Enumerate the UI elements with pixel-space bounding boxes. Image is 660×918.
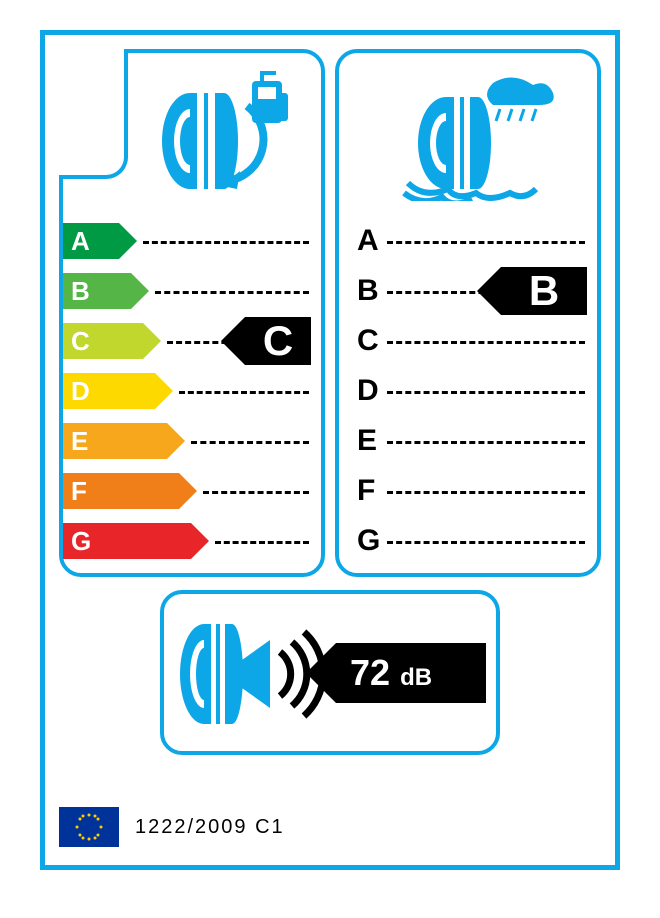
panel-cutout <box>59 49 128 179</box>
fuel-grade-row-g: G <box>63 523 321 559</box>
fuel-grade-letter: C <box>71 323 90 359</box>
fuel-grade-row-e: E <box>63 423 321 459</box>
fuel-grade-letter: D <box>71 373 90 409</box>
wet-grade-letter: B <box>357 274 379 307</box>
wet-header <box>339 53 597 218</box>
fuel-grade-row-f: F <box>63 473 321 509</box>
fuel-rating-marker: C <box>245 317 311 365</box>
tyre-rain-icon <box>378 71 558 201</box>
fuel-efficiency-panel: ABCDEFGC <box>59 49 325 577</box>
fuel-grade-letter: E <box>71 423 88 459</box>
tyre-fuel-icon <box>152 71 302 201</box>
wet-grade-row-a: A <box>357 223 585 259</box>
fuel-rating-letter: C <box>245 317 311 365</box>
wet-grade-letter: C <box>357 324 379 357</box>
noise-unit: dB <box>400 664 432 691</box>
wet-grade-letter: E <box>357 424 377 457</box>
wet-grade-row-c: C <box>357 323 585 359</box>
fuel-grade-letter: F <box>71 473 87 509</box>
fuel-grade-row-b: B <box>63 273 321 309</box>
regulation-text: 1222/2009 C1 <box>135 816 285 839</box>
fuel-header <box>128 53 325 218</box>
label-outer-frame: ABCDEFGC ABCDEFGB <box>40 30 620 870</box>
wet-rating-letter: B <box>501 267 587 315</box>
wet-rating-marker: B <box>501 267 587 315</box>
fuel-grade-row-a: A <box>63 223 321 259</box>
noise-panel: 72 dB <box>160 590 500 755</box>
noise-value: 72 <box>350 652 390 693</box>
wet-grade-letter: G <box>357 524 380 557</box>
wet-grade-letter: D <box>357 374 379 407</box>
wet-grade-row-d: D <box>357 373 585 409</box>
fuel-grade-letter: B <box>71 273 90 309</box>
wet-grade-letter: A <box>357 224 379 257</box>
wet-grade-row-e: E <box>357 423 585 459</box>
fuel-grade-letter: G <box>71 523 91 559</box>
fuel-grade-row-d: D <box>63 373 321 409</box>
fuel-grade-letter: A <box>71 223 90 259</box>
wet-grade-letter: F <box>357 474 375 507</box>
noise-rating-marker: 72 dB <box>336 643 486 703</box>
wet-grade-row-f: F <box>357 473 585 509</box>
eu-flag-icon <box>59 807 119 847</box>
wet-grip-panel: ABCDEFGB <box>335 49 601 577</box>
wet-grade-row-g: G <box>357 523 585 559</box>
